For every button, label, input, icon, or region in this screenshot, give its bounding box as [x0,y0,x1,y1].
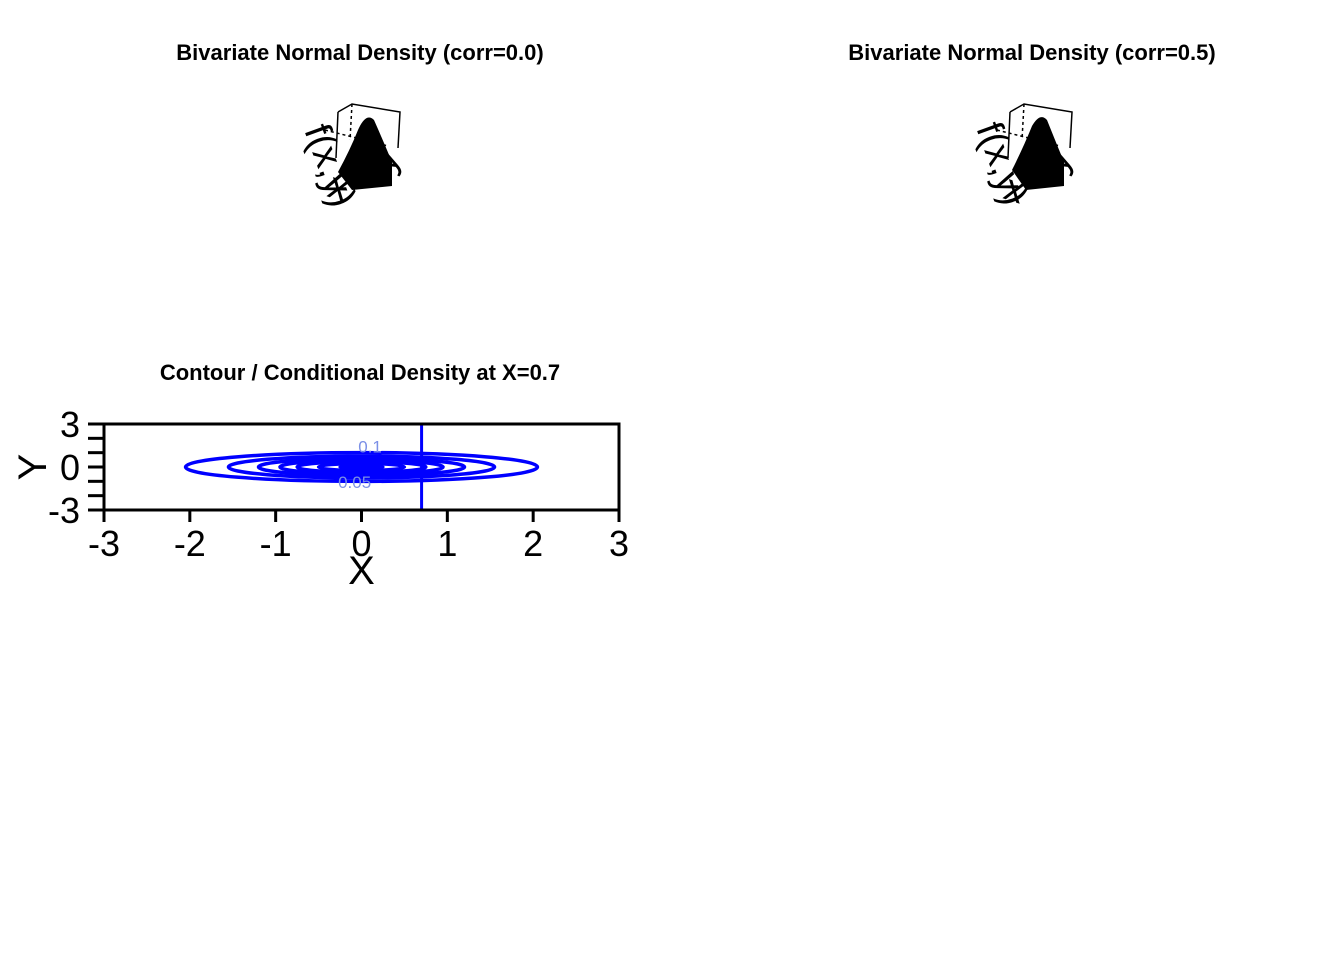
contour-label: 0.05 [338,473,371,492]
x-tick-label: 0 [351,523,371,564]
panel1-title: Bivariate Normal Density (corr=0.0) [176,40,544,65]
y-axis: -303 [48,404,104,531]
x-tick-label: -2 [174,523,206,564]
density-surface [1012,117,1064,190]
x-axis: -3 -2 -1 0 1 2 3 [88,510,629,564]
contour-level-0.02 [183,450,540,484]
y-tick-label: 0 [60,447,80,488]
x-tick-label: -1 [260,523,292,564]
contour-level-0.14 [338,463,385,471]
contour-label: 0.1 [358,438,382,457]
panel3-title: Contour / Conditional Density at X=0.7 [159,360,561,385]
x-tick-label: 2 [523,523,543,564]
x-axis-title: X [348,549,375,593]
contour-level-0.06 [256,456,467,478]
contour-level-0.12 [316,461,407,473]
perspective-plot-1: x y f(x,y) [296,103,409,212]
contour-lines [183,450,540,484]
perspective-plot-2: x y f(x,y) [968,103,1081,212]
y-axis-title: Y [11,454,55,481]
contour-level-0.04 [226,454,497,480]
y-tick-label: -3 [48,490,80,531]
density-surface [338,117,392,190]
y-tick-label: 3 [60,404,80,445]
contour-labels: 0.05 0.1 [338,438,382,492]
x-tick-label: -3 [88,523,120,564]
x-tick-label: 3 [609,523,629,564]
contour-plot: 0.050.1 -3 -2 -1 0 1 2 3 -303 X Y [11,404,629,593]
x-tick-label: 1 [437,523,457,564]
contour-level-0.1 [295,459,428,475]
panel2-title: Bivariate Normal Density (corr=0.5) [848,40,1216,65]
